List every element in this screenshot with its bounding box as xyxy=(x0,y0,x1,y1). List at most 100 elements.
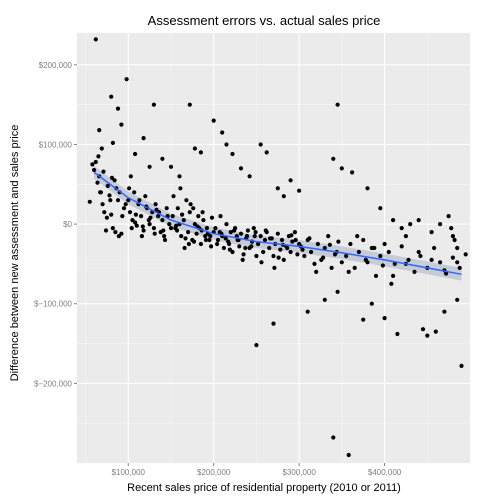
x-tick-label: $200,000 xyxy=(197,468,231,477)
data-point xyxy=(322,297,327,302)
data-point xyxy=(160,218,165,223)
data-point xyxy=(103,228,109,233)
data-point xyxy=(93,159,98,165)
data-point xyxy=(408,222,413,227)
data-point xyxy=(459,363,464,368)
data-point xyxy=(418,253,423,259)
data-point xyxy=(92,167,97,173)
data-point xyxy=(452,237,457,243)
data-point xyxy=(331,156,336,161)
data-point xyxy=(302,253,307,259)
data-point xyxy=(463,252,468,257)
data-point xyxy=(140,224,145,229)
data-point xyxy=(442,309,447,314)
data-point xyxy=(161,228,166,233)
data-point xyxy=(369,301,374,306)
data-point xyxy=(177,174,182,179)
data-point xyxy=(322,245,327,251)
data-point xyxy=(279,237,285,243)
data-point xyxy=(348,241,353,247)
data-point xyxy=(97,128,102,133)
data-point xyxy=(194,231,199,236)
data-points xyxy=(87,37,468,458)
data-point xyxy=(382,316,387,321)
data-point xyxy=(151,226,156,231)
data-point xyxy=(171,194,176,199)
data-point xyxy=(162,237,168,243)
data-point xyxy=(167,222,172,227)
data-point xyxy=(203,237,209,243)
data-point xyxy=(153,202,158,207)
data-point xyxy=(209,244,214,249)
data-point xyxy=(132,190,137,195)
data-point xyxy=(154,207,159,212)
data-point xyxy=(168,226,174,231)
data-point xyxy=(259,260,264,265)
data-point xyxy=(321,255,326,260)
data-point xyxy=(204,226,209,231)
data-point xyxy=(378,206,383,211)
data-point xyxy=(139,214,144,219)
data-point xyxy=(344,253,349,259)
data-point xyxy=(416,249,421,255)
chart-title: Assessment errors vs. actual sales price xyxy=(148,13,381,28)
data-point xyxy=(314,269,319,274)
data-point xyxy=(213,226,218,231)
data-point xyxy=(224,222,229,227)
data-point xyxy=(179,234,184,239)
data-point xyxy=(288,249,293,255)
data-point xyxy=(292,230,297,235)
data-point xyxy=(93,37,98,42)
data-point xyxy=(102,210,107,215)
data-point xyxy=(271,321,276,326)
x-tick-label: $400,000 xyxy=(368,468,402,477)
data-point xyxy=(133,151,138,157)
data-point xyxy=(152,231,157,236)
data-point xyxy=(95,180,100,185)
data-point xyxy=(160,156,165,161)
data-point xyxy=(100,202,105,207)
y-tick-label: $100,000 xyxy=(39,140,73,149)
data-point xyxy=(215,241,220,247)
data-point xyxy=(121,206,127,211)
data-point xyxy=(339,166,344,171)
data-point xyxy=(198,241,203,247)
data-point xyxy=(372,245,377,251)
data-point xyxy=(450,234,455,239)
data-point xyxy=(217,230,222,235)
data-point xyxy=(96,154,101,159)
data-point xyxy=(346,452,351,458)
data-point xyxy=(271,253,276,259)
data-point xyxy=(432,245,437,251)
data-point xyxy=(392,261,397,266)
data-point xyxy=(256,241,261,247)
data-point xyxy=(433,329,438,334)
data-point xyxy=(399,226,404,231)
data-point xyxy=(240,257,245,262)
data-point xyxy=(187,210,192,215)
data-point xyxy=(251,226,256,231)
data-point xyxy=(186,230,191,235)
data-point xyxy=(188,202,193,207)
data-point xyxy=(133,212,138,217)
data-point xyxy=(455,260,460,265)
confidence-band xyxy=(94,165,462,281)
data-point xyxy=(335,289,340,294)
data-point xyxy=(339,260,344,265)
data-point xyxy=(455,297,460,302)
x-axis-label: Recent sales price of residential proper… xyxy=(127,482,401,494)
data-point xyxy=(386,249,391,255)
data-point xyxy=(174,228,180,233)
data-point xyxy=(129,226,134,231)
data-point xyxy=(218,214,223,219)
data-point xyxy=(361,237,366,243)
data-point xyxy=(232,228,237,233)
data-point xyxy=(182,245,187,251)
data-point xyxy=(191,206,196,211)
data-point xyxy=(98,190,103,195)
data-point xyxy=(449,226,454,231)
data-point xyxy=(187,102,192,107)
data-point xyxy=(281,257,286,262)
data-point xyxy=(244,234,250,239)
